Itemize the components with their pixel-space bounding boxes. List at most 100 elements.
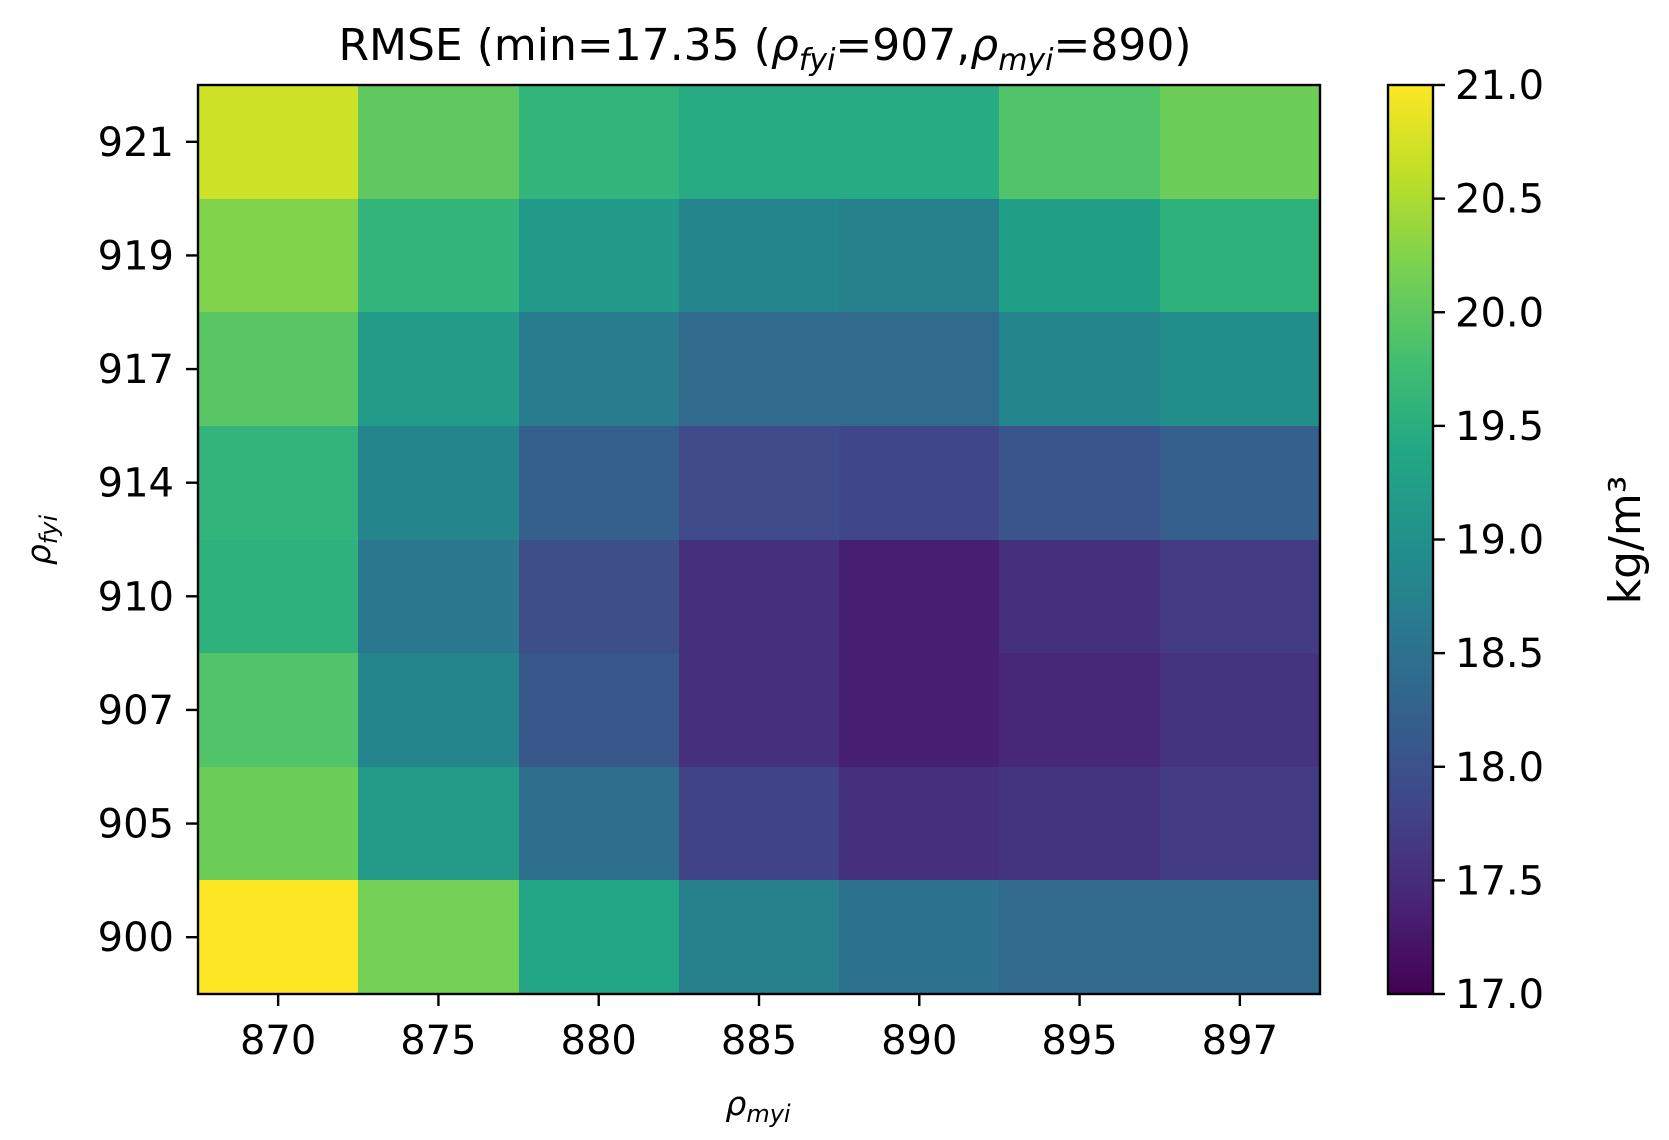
heatmap-cell (358, 199, 520, 313)
heatmap-cell (519, 426, 680, 541)
heatmap-cell (358, 426, 520, 541)
heatmap-cell (358, 312, 520, 427)
heatmap-cell (679, 199, 840, 313)
title-sub-2: myi (998, 43, 1054, 78)
y-axis-label-main: ρ (19, 544, 58, 565)
heatmap-cell (358, 653, 520, 768)
x-axis-label: ρmyi (725, 1084, 791, 1128)
heatmap-cell (839, 540, 1000, 654)
heatmap-cell (358, 767, 520, 881)
heatmap-cell (679, 767, 840, 881)
x-tick-label: 875 (400, 1018, 476, 1064)
colorbar-tick-label: 18.0 (1455, 745, 1544, 791)
heatmap-cell (999, 199, 1161, 313)
x-tick-label: 880 (561, 1018, 637, 1064)
heatmap-cell (999, 767, 1161, 881)
y-tick-label: 905 (98, 802, 174, 848)
x-axis-label-sub: myi (746, 1100, 791, 1128)
y-axis-label-sub: fyi (35, 515, 63, 545)
colorbar-tick-label: 17.0 (1455, 972, 1544, 1018)
heatmap-cell (519, 85, 680, 200)
heatmap-cell (358, 540, 520, 654)
y-tick-label: 907 (98, 688, 174, 734)
heatmap-cell (999, 426, 1161, 541)
heatmap-cell (198, 85, 359, 200)
heatmap-cell (679, 540, 840, 654)
heatmap-cell (839, 880, 1000, 995)
heatmap-cell (1160, 85, 1321, 200)
y-tick-label: 914 (98, 461, 174, 507)
colorbar-tick-label: 20.0 (1455, 290, 1544, 336)
y-axis-ticks: 921 919 917 914 910 907 905 900 (98, 120, 198, 961)
title-prefix: RMSE (min=17.35 ( (338, 20, 770, 71)
heatmap-cell (198, 653, 359, 768)
heatmap-cell (679, 85, 840, 200)
heatmap-cell (679, 426, 840, 541)
heatmap-cell (679, 880, 840, 995)
heatmap-cell (999, 540, 1161, 654)
colorbar-tick-label: 17.5 (1455, 858, 1544, 904)
heatmap-cell (519, 312, 680, 427)
heatmap-cell (839, 312, 1000, 427)
heatmap-cell (1160, 880, 1321, 995)
title-rho-1: ρ (771, 20, 799, 71)
heatmap-cell (198, 880, 359, 995)
x-tick-label: 895 (1041, 1018, 1117, 1064)
heatmap-cell (999, 880, 1161, 995)
heatmap-cell (519, 199, 680, 313)
colorbar-ticks: 17.0 17.5 18.0 18.5 19.0 19.5 20.0 20.5 21.0 (1433, 63, 1544, 1018)
title-eq-1: =907, (835, 20, 970, 71)
colorbar-tick-label: 21.0 (1455, 63, 1544, 109)
heatmap-cell (839, 767, 1000, 881)
heatmap-cell (1160, 767, 1321, 881)
colorbar-tick-label: 18.5 (1455, 631, 1544, 677)
heatmap-cell (358, 85, 520, 200)
x-axis-ticks: 870 875 880 885 890 895 897 (240, 994, 1278, 1064)
x-axis-label-main: ρ (725, 1084, 746, 1123)
y-tick-label: 921 (98, 120, 174, 166)
colorbar-tick-label: 20.5 (1455, 177, 1544, 223)
heatmap-cell (1160, 426, 1321, 541)
heatmap-cell (198, 540, 359, 654)
heatmap-cell (1160, 312, 1321, 427)
heatmap-cell (839, 85, 1000, 200)
heatmap-cell (679, 653, 840, 768)
x-tick-label: 885 (721, 1018, 797, 1064)
title-rho-2: ρ (970, 20, 998, 71)
heatmap-cell (519, 767, 680, 881)
heatmap-cell (1160, 653, 1321, 768)
heatmap-cell (999, 653, 1161, 768)
heatmap-cell (519, 653, 680, 768)
colorbar-tick-label: 19.5 (1455, 404, 1544, 450)
heatmap-cell (198, 312, 359, 427)
y-tick-label: 910 (98, 574, 174, 620)
colorbar-label: kg/m³ (1600, 476, 1651, 605)
heatmap-cell (999, 312, 1161, 427)
heatmap-cell (358, 880, 520, 995)
heatmap-cell (839, 426, 1000, 541)
heatmap-cell (999, 85, 1161, 200)
heatmap-cells (198, 85, 1321, 995)
heatmap-cell (198, 426, 359, 541)
heatmap-cell (1160, 540, 1321, 654)
heatmap-cell (679, 312, 840, 427)
heatmap-cell (1160, 199, 1321, 313)
colorbar (1386, 83, 1435, 996)
y-tick-label: 917 (98, 347, 174, 393)
heatmap-cell (519, 540, 680, 654)
y-tick-label: 919 (98, 233, 174, 279)
x-tick-label: 897 (1202, 1018, 1278, 1064)
heatmap-cell (198, 199, 359, 313)
x-tick-label: 890 (881, 1018, 957, 1064)
heatmap-cell (519, 880, 680, 995)
heatmap-cell (839, 653, 1000, 768)
x-tick-label: 870 (240, 1018, 316, 1064)
y-axis-label: ρfyi (19, 515, 63, 566)
title-sub-1: fyi (799, 43, 836, 78)
title-eq-2: =890) (1054, 20, 1192, 71)
colorbar-tick-label: 19.0 (1455, 518, 1544, 564)
heatmap-cell (839, 199, 1000, 313)
y-tick-label: 900 (98, 915, 174, 961)
heatmap-cell (198, 767, 359, 881)
